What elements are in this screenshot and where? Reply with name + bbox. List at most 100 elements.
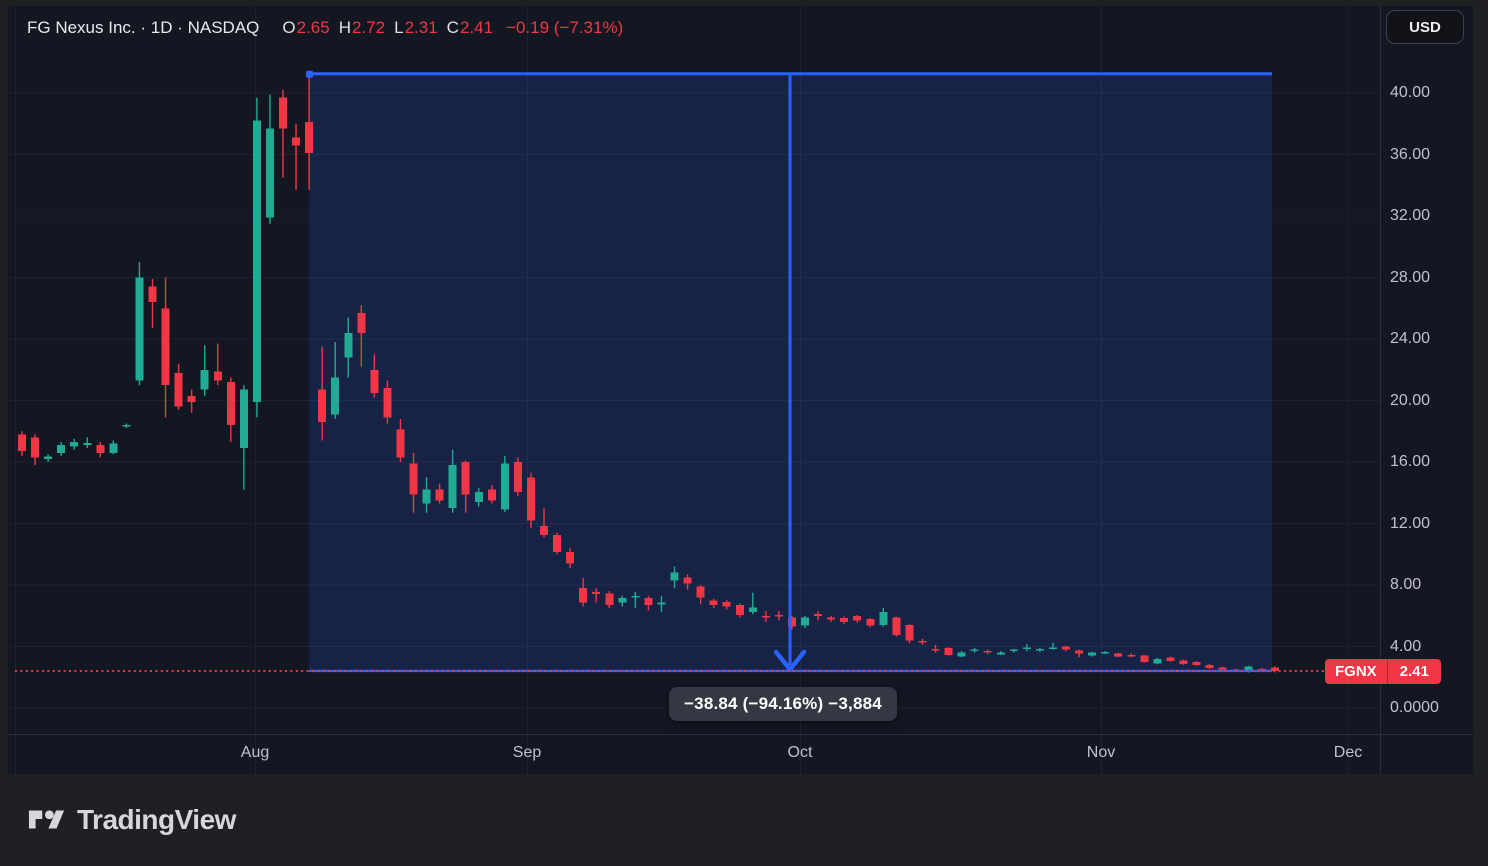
price-tick-label: 4.00 (1390, 637, 1422, 655)
candle-body-down (1179, 660, 1188, 665)
candle-body-down (683, 577, 692, 584)
measure-arrowhead (773, 649, 807, 672)
candle-body-down (892, 617, 901, 635)
candle-body-up (957, 652, 966, 657)
chart-canvas[interactable] (8, 6, 1473, 774)
candle-body-up (57, 445, 66, 453)
candle-body-down (513, 462, 522, 492)
ohlc-value: 2.65 (296, 18, 330, 37)
candle-body-down (696, 586, 705, 598)
symbol-header: FG Nexus Inc. · 1D · NASDAQ O2.65 H2.72 L2… (27, 16, 623, 40)
price-tick-label: 16.00 (1390, 453, 1431, 470)
candle-body-down (1192, 661, 1201, 665)
candle-body-up (448, 465, 457, 509)
candle-body-up (1088, 652, 1097, 656)
candle-body-down (1062, 646, 1070, 650)
price-tick-label: 28.00 (1390, 268, 1431, 286)
price-tick-label: 20.00 (1390, 391, 1431, 409)
candle-body-down (1166, 657, 1175, 662)
ohlc-value: 2.72 (352, 18, 386, 37)
candle-body-down (383, 388, 392, 418)
candle-body-down (1270, 667, 1279, 671)
candle-body-up (344, 332, 353, 358)
candle-body-up (200, 369, 209, 390)
candle-body-up (239, 389, 248, 449)
candle-body-up (748, 607, 757, 612)
candle-body-up (44, 456, 53, 459)
candle-body-down (187, 395, 196, 403)
candle-body-up (1009, 649, 1018, 652)
candle-body-down (226, 382, 235, 426)
time-tick-label: Dec (1333, 744, 1363, 761)
candle-body-up (1101, 651, 1110, 654)
candle-body-down (292, 137, 301, 146)
candle-body-down (853, 615, 862, 621)
candle-body-down (605, 593, 614, 605)
candle-body-up (265, 128, 274, 218)
price-tick-label: 8.00 (1390, 576, 1422, 593)
currency-toggle-button[interactable]: USD (1386, 10, 1464, 44)
candle-body-down (1127, 654, 1136, 657)
candle-body-down (918, 641, 927, 643)
candle-body-up (70, 442, 79, 447)
candle-body-down (409, 463, 418, 495)
candle-body-down (318, 389, 327, 423)
symbol-title[interactable]: FG Nexus Inc. · 1D · NASDAQ (27, 18, 260, 37)
candle-body-down (396, 429, 405, 458)
candle-body-up (109, 443, 118, 453)
candle-body-up (879, 611, 888, 625)
price-change: −0.19 (−7.31%) (506, 18, 624, 37)
price-tick-label: 40.00 (1390, 84, 1431, 101)
candle-body-down (592, 591, 601, 595)
candle-body-down (553, 535, 562, 552)
last-price-value: 2.41 (1399, 663, 1429, 680)
candle-body-down (435, 489, 444, 501)
candle-body-down (774, 614, 783, 617)
candle-body-down (983, 651, 992, 653)
candle-body-down (213, 371, 222, 381)
tradingview-logo-text: TradingView (77, 804, 236, 835)
price-tick-label: 12.00 (1390, 514, 1431, 532)
candle-body-up (474, 491, 483, 502)
time-tick-label: Oct (787, 744, 813, 761)
last-price-tag: FGNX 2.41 (1325, 659, 1441, 684)
candle-body-up (83, 442, 92, 446)
tradingview-logo[interactable]: TradingView (28, 804, 236, 836)
candle-body-down (840, 618, 849, 622)
price-tick-label: 0.0000 (1390, 699, 1439, 716)
candle-body-up (618, 598, 627, 603)
candle-body-up (1153, 658, 1162, 664)
candle-body-up (252, 120, 261, 403)
ohlc-label: L (394, 18, 404, 37)
tradingview-logo-icon (28, 810, 65, 829)
time-tick-label: Sep (512, 744, 542, 761)
candle-body-down (1205, 664, 1214, 669)
candle-body-up (135, 277, 144, 381)
candle-body-down (461, 462, 470, 495)
candle-body-down (370, 369, 379, 393)
candle-body-up (500, 463, 509, 510)
candle-body-down (735, 604, 744, 615)
candle-body-up (670, 572, 679, 581)
candle-body-up (1022, 647, 1031, 649)
time-tick-label: Aug (240, 744, 270, 761)
candle-body-down (722, 601, 731, 607)
candle-body-down (305, 122, 314, 153)
candle-body-down (566, 551, 575, 564)
candle-body-down (709, 600, 718, 605)
price-tick-label: 36.00 (1390, 145, 1431, 163)
price-tick-label: 24.00 (1390, 330, 1431, 347)
ohlc-readout: O2.65 H2.72 L2.31 C2.41 (273, 18, 493, 38)
candle-body-down (827, 617, 836, 620)
last-price-tag-divider (1386, 659, 1388, 684)
candle-body-down (279, 97, 287, 129)
candle-body-down (644, 598, 653, 605)
measure-anchor-handle[interactable] (306, 70, 313, 78)
candle-body-up (331, 377, 340, 415)
price-tick-label: 32.00 (1390, 207, 1431, 224)
candle-body-up (422, 489, 431, 504)
candle-body-up (801, 617, 809, 626)
candle-body-down (1218, 667, 1227, 670)
candle-body-down (174, 372, 183, 407)
